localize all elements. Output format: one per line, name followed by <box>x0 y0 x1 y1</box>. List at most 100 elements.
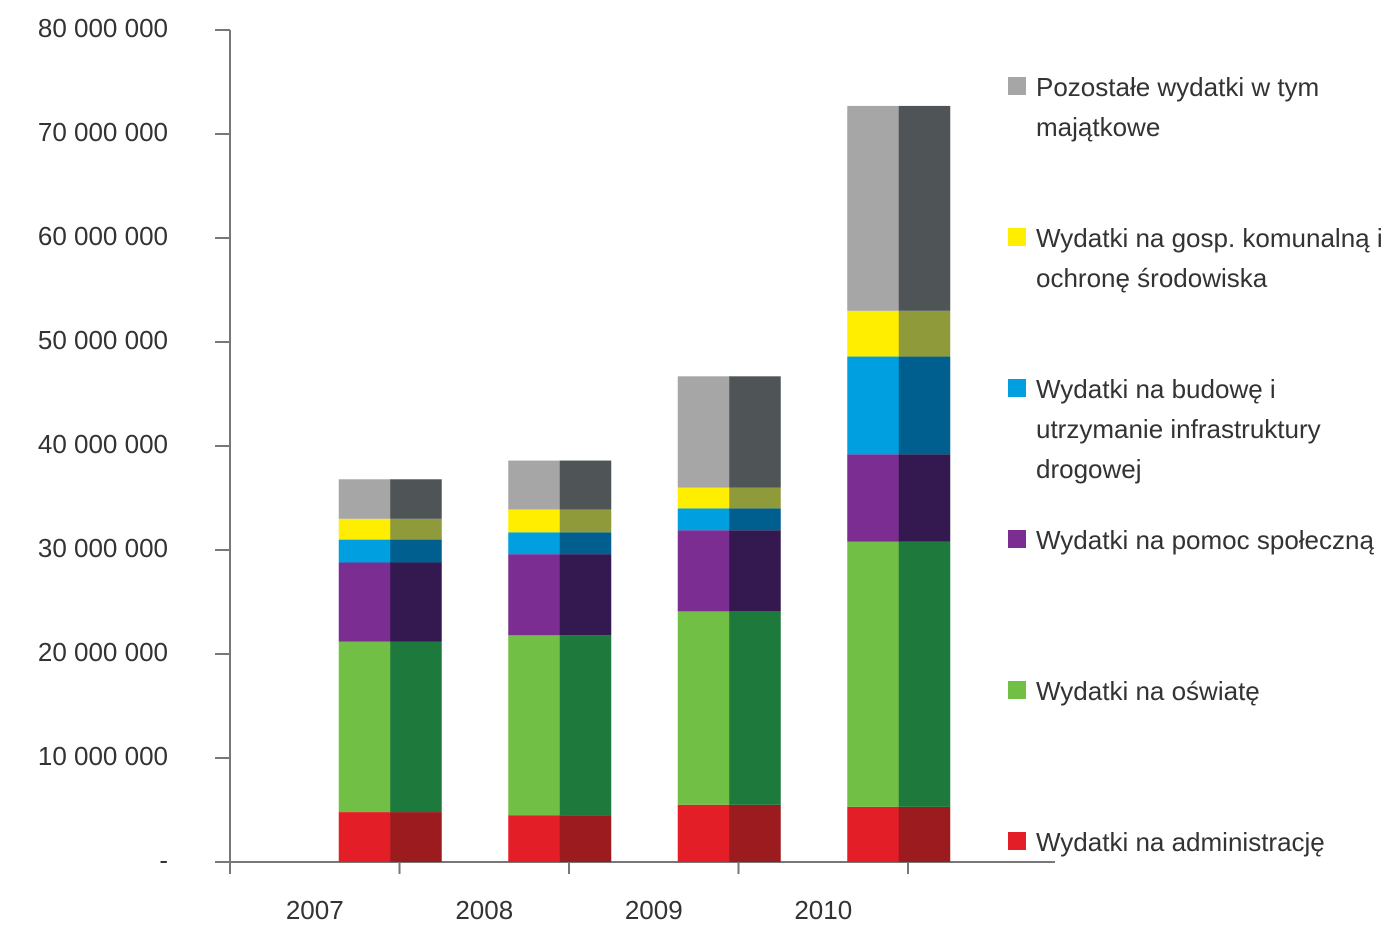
x-tick-label: 2008 <box>455 895 513 925</box>
bar-side <box>559 509 612 533</box>
bar-face <box>847 454 900 542</box>
bar-segment <box>847 356 951 455</box>
legend-entry: Wydatki na pomoc społeczną <box>1008 520 1383 560</box>
bar-face <box>338 641 392 813</box>
legend-label: Wydatki na gosp. komunalną i ochronę śro… <box>1036 223 1383 293</box>
bar-segment <box>338 539 442 563</box>
bar-face <box>338 812 392 862</box>
bar-side <box>729 376 781 488</box>
y-tick-label: 40 000 000 <box>38 429 168 459</box>
bar-segment <box>338 562 442 642</box>
legend-swatch <box>1008 379 1026 397</box>
bar-segment <box>338 479 442 519</box>
x-tick-label: 2010 <box>794 895 852 925</box>
legend-swatch <box>1008 228 1026 246</box>
bar-face <box>677 611 731 805</box>
bar-side <box>390 641 442 813</box>
bar-face <box>508 460 561 510</box>
bar-segment <box>677 611 781 805</box>
bar-side <box>559 460 612 510</box>
bar-segment <box>508 532 612 555</box>
bar-face <box>508 815 561 862</box>
bar-side <box>898 541 951 807</box>
bar-face <box>847 806 900 862</box>
bar-segment <box>338 812 442 862</box>
legend-swatch <box>1008 681 1026 699</box>
bar-face <box>338 479 392 519</box>
y-tick-label: 80 000 000 <box>38 13 168 43</box>
bar-side <box>729 530 781 612</box>
bar-segment <box>677 508 781 531</box>
bar-side <box>898 310 951 357</box>
bar-segment <box>508 509 612 533</box>
bar-face <box>677 487 731 509</box>
legend-entry: Wydatki na gosp. komunalną i ochronę śro… <box>1008 218 1383 298</box>
bar-segment <box>847 310 951 357</box>
bar-side <box>390 562 442 642</box>
legend-swatch <box>1008 530 1026 548</box>
bar-segment <box>338 641 442 813</box>
bar-face <box>508 532 561 555</box>
bar-segment <box>677 530 781 612</box>
bar-side <box>559 635 612 816</box>
legend-label: Pozostałe wydatki w tym majątkowe <box>1036 72 1320 142</box>
bar-face <box>847 310 900 357</box>
bar-face <box>677 804 731 862</box>
legend-swatch <box>1008 77 1026 95</box>
bar-face <box>338 518 392 540</box>
y-tick-label: 50 000 000 <box>38 325 168 355</box>
bar-side <box>729 487 781 509</box>
y-tick-label: 60 000 000 <box>38 221 168 251</box>
bar-side <box>729 804 781 862</box>
bar-side <box>898 806 951 862</box>
bar-segment <box>338 518 442 540</box>
bar-side <box>559 532 612 555</box>
bar-segment <box>847 806 951 862</box>
bar-face <box>338 539 392 563</box>
bar-segment <box>508 554 612 636</box>
bar-side <box>559 815 612 862</box>
bar-segment <box>677 487 781 509</box>
bar-face <box>677 530 731 612</box>
bar-side <box>898 356 951 455</box>
legend-swatch <box>1008 832 1026 850</box>
x-tick-label: 2007 <box>286 895 344 925</box>
legend-entry: Wydatki na budowę i utrzymanie infrastru… <box>1008 369 1383 489</box>
bar-face <box>847 541 900 807</box>
bar-face <box>338 562 392 642</box>
legend-entry: Wydatki na administrację <box>1008 822 1383 862</box>
bar-face <box>677 508 731 531</box>
bar-segment <box>508 635 612 816</box>
bar-face <box>508 509 561 533</box>
bar-segment <box>508 460 612 510</box>
y-tick-label: 70 000 000 <box>38 117 168 147</box>
y-tick-label: 20 000 000 <box>38 637 168 667</box>
bar-side <box>729 611 781 805</box>
y-tick-label: - <box>159 845 168 875</box>
bar-segment <box>677 804 781 862</box>
bar-side <box>729 508 781 531</box>
bar-face <box>508 554 561 636</box>
legend-label: Wydatki na administrację <box>1036 827 1325 857</box>
bar-segment <box>847 541 951 807</box>
bar-segment <box>508 815 612 862</box>
bar-side <box>390 518 442 540</box>
bar-face <box>847 105 900 311</box>
legend-label: Wydatki na oświatę <box>1036 676 1260 706</box>
legend-label: Wydatki na budowę i utrzymanie infrastru… <box>1036 374 1321 484</box>
legend-entry: Pozostałe wydatki w tym majątkowe <box>1008 67 1383 147</box>
bar-side <box>898 454 951 542</box>
legend-label: Wydatki na pomoc społeczną <box>1036 525 1374 555</box>
bar-side <box>390 812 442 862</box>
x-tick-label: 2009 <box>625 895 683 925</box>
y-tick-label: 30 000 000 <box>38 533 168 563</box>
bar-face <box>847 356 900 455</box>
bar-face <box>677 376 731 488</box>
bar-side <box>390 539 442 563</box>
legend-entry: Wydatki na oświatę <box>1008 671 1383 711</box>
bar-face <box>508 635 561 816</box>
bar-segment <box>677 376 781 488</box>
bar-side <box>559 554 612 636</box>
